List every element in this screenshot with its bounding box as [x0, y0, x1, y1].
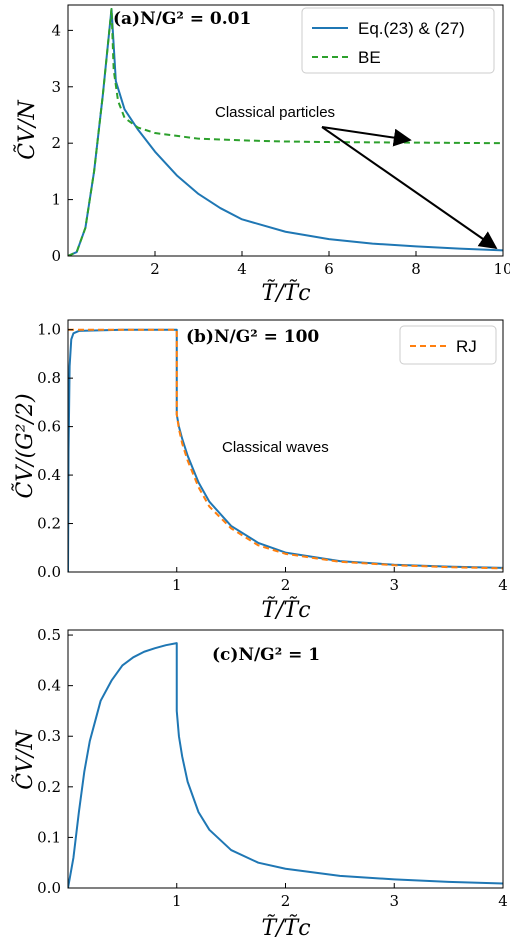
panel-c-xlabel: T̃/T̃c: [261, 915, 310, 941]
panel-a-xtick-label: 10: [493, 260, 510, 278]
panel-c-xtick-label: 4: [498, 892, 508, 910]
panel-a-annotation: Classical particles: [215, 104, 335, 121]
panel-a-legend-frame: [301, 7, 495, 74]
panel-b-xtick-label: 4: [498, 576, 508, 594]
panel-b-annotation-group: Classical waves: [222, 439, 329, 456]
panel-b: 1 2 3 4 0.0 0.2 0.4 0.6 0.8 1.0 (b)N/G² = 100 T̃/…: [12, 319, 508, 623]
panel-a-xtick-label: 2: [150, 260, 160, 278]
panel-a-ticks: 2 4 6 8 10 0 1 2 3 4: [51, 21, 510, 278]
panel-b-ytick-label: 1.0: [37, 321, 61, 339]
panel-c-series-0-line: [68, 642, 503, 888]
panel-b-ytick-label: 0.4: [37, 466, 61, 484]
panel-a-ytick-label: 3: [51, 78, 61, 96]
panel-b-series-0-line: [68, 328, 503, 572]
panel-c-xtick-label: 2: [281, 892, 291, 910]
panel-c-ytick-label: 0.3: [37, 727, 61, 745]
panel-a-xtick-label: 4: [237, 260, 247, 278]
panel-b-ytick-label: 0.6: [37, 418, 61, 436]
panel-b-xtick-label: 1: [172, 576, 182, 594]
panel-b-legend-frame: [399, 325, 497, 365]
panel-b-ylabel: C̃V/(G²/2): [12, 393, 38, 498]
panel-c-ytick-label: 0.5: [37, 626, 61, 644]
panel-c-ytick-label: 0.2: [37, 778, 61, 796]
panel-a-xtick-label: 6: [324, 260, 334, 278]
panel-a-curves: [68, 7, 503, 256]
panel-b-ytick-label: 0.8: [37, 369, 61, 387]
panel-a-xtick-label: 8: [411, 260, 421, 278]
panel-a-frame: [67, 4, 504, 257]
panel-a-arrow-0: [321, 126, 412, 147]
panel-b-series-1-line: [68, 328, 503, 570]
panel-b-xtick-label: 3: [389, 576, 399, 594]
panel-b-title: (b)N/G² = 100: [186, 327, 319, 347]
panel-a-legend-label-0: Eq.(23) & (27): [358, 19, 465, 38]
panel-a-ylabel: C̃V/N: [14, 100, 40, 160]
panel-a-ytick-label: 2: [51, 134, 61, 152]
panel-b-xtick-label: 2: [281, 576, 291, 594]
panel-a-ytick-label: 4: [51, 21, 61, 39]
panel-a-legend-label-1: BE: [358, 48, 381, 67]
panel-a-xlabel: T̃/T̃c: [261, 280, 310, 306]
panel-a-arrow-1: [321, 126, 498, 250]
panel-b-curves: [68, 328, 503, 572]
panel-b-xlabel: T̃/T̃c: [261, 597, 310, 623]
panel-c-xtick-label: 1: [172, 892, 182, 910]
panel-c-ylabel: C̃V/N: [12, 730, 38, 790]
panel-c-frame: [67, 629, 504, 889]
panel-c-curves: [68, 642, 503, 888]
panel-b-legend: RJ: [399, 325, 497, 365]
panel-a-ytick-label: 1: [51, 191, 61, 209]
panel-a-legend: Eq.(23) & (27) BE: [301, 7, 495, 74]
panel-c: 1 2 3 4 0.0 0.1 0.2 0.3 0.4 0.5 (c)N/G² = 1 T̃/T̃…: [12, 626, 508, 941]
panel-c-ytick-label: 0.0: [37, 879, 61, 897]
panel-c-ytick-label: 0.4: [37, 677, 61, 695]
panel-b-ytick-label: 0.2: [37, 515, 61, 533]
panel-a-title: (a)N/G² = 0.01: [113, 9, 251, 29]
panel-a-ytick-label: 0: [51, 247, 61, 265]
panel-b-ytick-label: 0.0: [37, 563, 61, 581]
panel-c-title: (c)N/G² = 1: [212, 645, 320, 665]
panel-a-series-1-line: [68, 7, 503, 256]
panel-b-annotation: Classical waves: [222, 439, 329, 456]
panel-b-legend-label-1: RJ: [456, 337, 477, 356]
panel-c-ticks: 1 2 3 4 0.0 0.1 0.2 0.3 0.4 0.5: [37, 626, 508, 910]
panel-b-ticks: 1 2 3 4 0.0 0.2 0.4 0.6 0.8 1.0: [37, 321, 508, 594]
panel-a-annotation-group: Classical particles: [215, 104, 498, 250]
panel-c-ytick-label: 0.1: [37, 828, 61, 846]
panel-c-xtick-label: 3: [389, 892, 399, 910]
